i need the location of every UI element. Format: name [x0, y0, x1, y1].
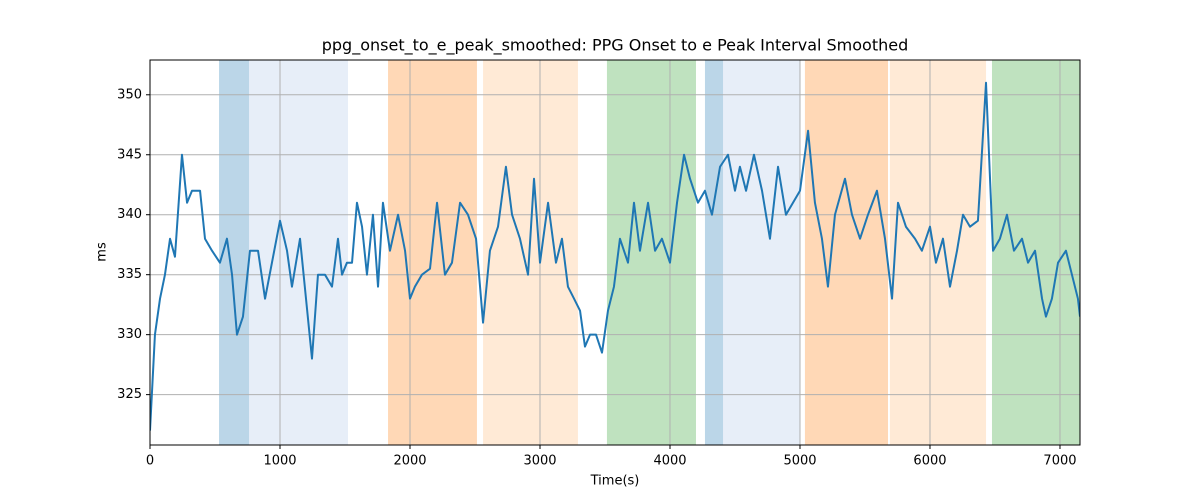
x-tick-label: 4000 — [653, 454, 686, 469]
shaded-span — [606, 60, 696, 445]
shaded-span — [804, 60, 888, 445]
labels: 0 1000 2000 3000 4000 5000 6000 7000 325 330 335 34… — [117, 87, 1076, 468]
y-tick-label: 350 — [117, 87, 142, 102]
y-tick-label: 335 — [117, 267, 142, 282]
grid — [149, 60, 1080, 445]
x-tick-label: 7000 — [1043, 454, 1076, 469]
y-axis-label: ms — [95, 242, 110, 262]
x-tick-label: 5000 — [783, 454, 816, 469]
spans — [219, 60, 1080, 445]
shaded-span — [219, 60, 250, 445]
lines — [150, 81, 1080, 431]
data-line — [150, 81, 1080, 431]
x-tick-label: 2000 — [393, 454, 426, 469]
y-tick-label: 340 — [117, 207, 142, 222]
x-tick-label: 6000 — [913, 454, 946, 469]
shaded-span — [704, 60, 724, 445]
y-tick-label: 345 — [117, 147, 142, 162]
chart-title: ppg_onset_to_e_peak_smoothed: PPG Onset … — [322, 36, 909, 56]
shaded-span — [723, 60, 800, 445]
x-tick-label: 1000 — [263, 454, 296, 469]
plot-frame — [149, 59, 1081, 446]
y-tick-label: 330 — [117, 327, 142, 342]
shaded-span — [483, 60, 578, 445]
x-tick-label: 0 — [146, 454, 154, 469]
x-axis-label: Time(s) — [590, 474, 640, 489]
x-tick-label: 3000 — [523, 454, 556, 469]
y-tick-label: 325 — [117, 387, 142, 402]
